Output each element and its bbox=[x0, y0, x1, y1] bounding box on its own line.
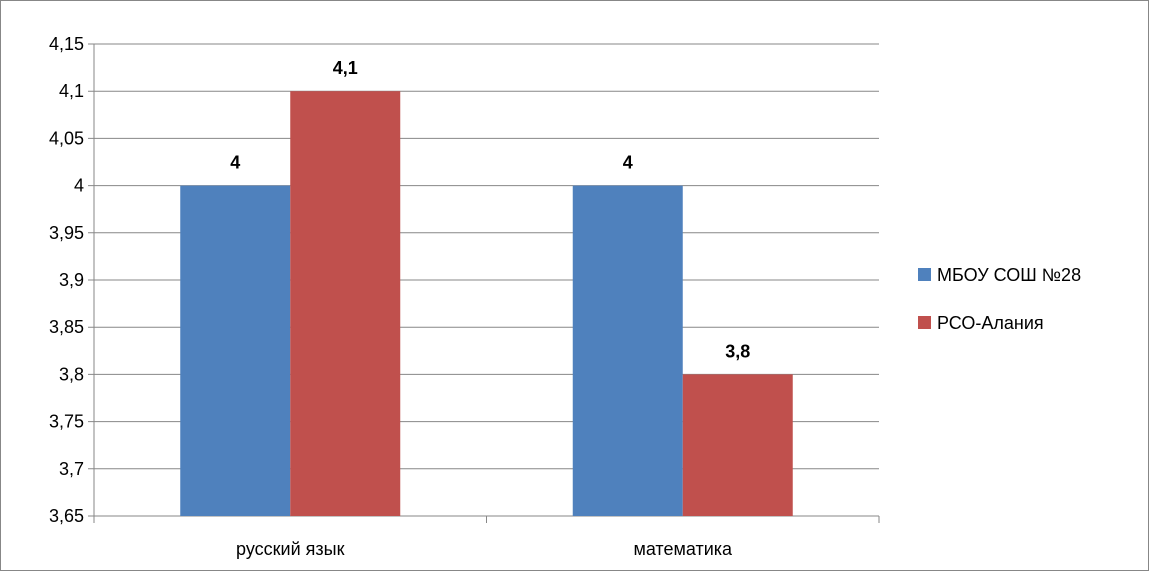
bar bbox=[180, 185, 291, 516]
y-tick-label: 4,05 bbox=[49, 128, 84, 148]
y-tick-label: 3,9 bbox=[59, 270, 84, 290]
y-tick-label: 3,8 bbox=[59, 364, 84, 384]
y-tick-label: 4 bbox=[74, 176, 84, 196]
y-tick-label: 4,15 bbox=[49, 34, 84, 54]
data-label: 4 bbox=[230, 153, 240, 173]
legend-label: РСО-Алания bbox=[937, 313, 1044, 333]
legend-swatch bbox=[918, 268, 931, 281]
x-tick-label: русский язык bbox=[236, 539, 345, 559]
y-tick-label: 3,7 bbox=[59, 459, 84, 479]
bar bbox=[290, 91, 401, 516]
y-tick-label: 3,95 bbox=[49, 223, 84, 243]
x-tick-label: математика bbox=[633, 539, 733, 559]
y-tick-label: 4,1 bbox=[59, 81, 84, 101]
y-tick-label: 3,65 bbox=[49, 506, 84, 526]
bar bbox=[682, 374, 793, 516]
bar bbox=[572, 185, 683, 516]
legend-label: МБОУ СОШ №28 bbox=[937, 265, 1081, 285]
y-tick-label: 3,85 bbox=[49, 317, 84, 337]
data-label: 4,1 bbox=[333, 58, 358, 78]
data-label: 4 bbox=[623, 153, 633, 173]
legend-swatch bbox=[918, 316, 931, 329]
y-tick-label: 3,75 bbox=[49, 412, 84, 432]
data-label: 3,8 bbox=[725, 341, 750, 361]
